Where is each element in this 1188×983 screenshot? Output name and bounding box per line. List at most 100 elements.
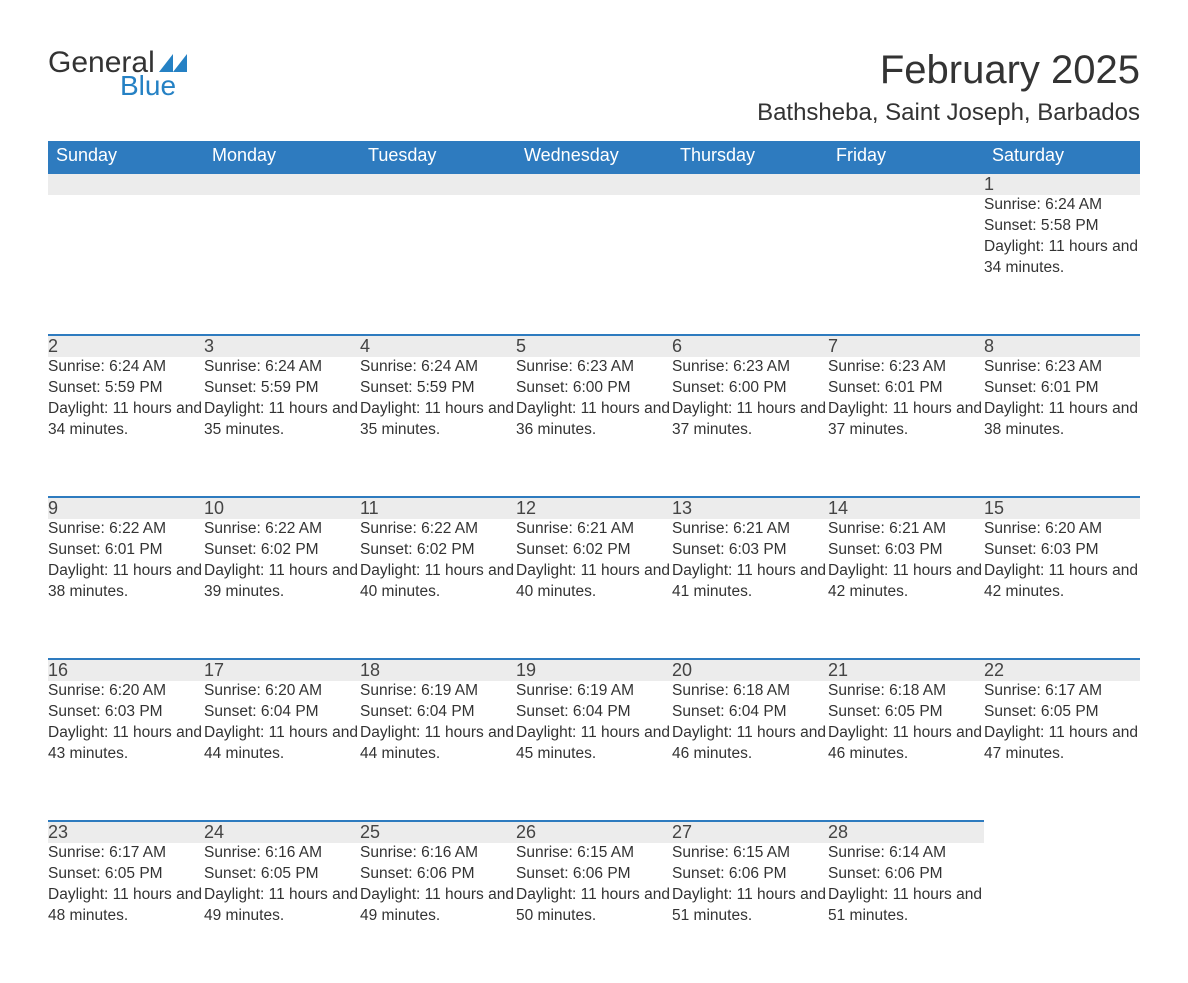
sunrise-line: Sunrise: 6:22 AM (360, 519, 516, 540)
day-number: 3 (204, 335, 360, 357)
sunset-line: Sunset: 6:05 PM (48, 864, 204, 885)
day-number: 15 (984, 497, 1140, 519)
day-number: 1 (984, 173, 1140, 195)
day-number: 27 (672, 821, 828, 843)
sunset-line: Sunset: 6:03 PM (828, 540, 984, 561)
logo: General Blue (48, 48, 187, 100)
daylight-line: Daylight: 11 hours and 42 minutes. (828, 561, 984, 603)
sunrise-line: Sunrise: 6:20 AM (984, 519, 1140, 540)
sunset-line: Sunset: 6:06 PM (672, 864, 828, 885)
weekday-header: Friday (828, 141, 984, 173)
empty-daynum (984, 821, 1140, 843)
sunset-line: Sunset: 5:59 PM (48, 378, 204, 399)
sunrise-line: Sunrise: 6:20 AM (48, 681, 204, 702)
daylight-line: Daylight: 11 hours and 40 minutes. (516, 561, 672, 603)
day-number: 24 (204, 821, 360, 843)
day-body: Sunrise: 6:17 AMSunset: 6:05 PMDaylight:… (984, 681, 1140, 821)
daylight-line: Daylight: 11 hours and 51 minutes. (672, 885, 828, 927)
day-body: Sunrise: 6:21 AMSunset: 6:03 PMDaylight:… (672, 519, 828, 659)
daylight-line: Daylight: 11 hours and 49 minutes. (204, 885, 360, 927)
sunrise-line: Sunrise: 6:23 AM (984, 357, 1140, 378)
day-number: 9 (48, 497, 204, 519)
day-body: Sunrise: 6:23 AMSunset: 6:00 PMDaylight:… (516, 357, 672, 497)
daylight-line: Daylight: 11 hours and 38 minutes. (984, 399, 1140, 441)
day-number: 17 (204, 659, 360, 681)
daylight-line: Daylight: 11 hours and 34 minutes. (48, 399, 204, 441)
day-body: Sunrise: 6:18 AMSunset: 6:05 PMDaylight:… (828, 681, 984, 821)
daylight-line: Daylight: 11 hours and 34 minutes. (984, 237, 1140, 279)
daylight-line: Daylight: 11 hours and 40 minutes. (360, 561, 516, 603)
daylight-line: Daylight: 11 hours and 37 minutes. (672, 399, 828, 441)
sunset-line: Sunset: 6:05 PM (828, 702, 984, 723)
daylight-line: Daylight: 11 hours and 49 minutes. (360, 885, 516, 927)
sunset-line: Sunset: 6:01 PM (828, 378, 984, 399)
sunrise-line: Sunrise: 6:14 AM (828, 843, 984, 864)
calendar-week-bodyrow: Sunrise: 6:24 AMSunset: 5:59 PMDaylight:… (48, 357, 1140, 497)
sunset-line: Sunset: 6:01 PM (48, 540, 204, 561)
sunset-line: Sunset: 6:03 PM (984, 540, 1140, 561)
day-body: Sunrise: 6:22 AMSunset: 6:02 PMDaylight:… (204, 519, 360, 659)
day-number: 21 (828, 659, 984, 681)
day-number: 26 (516, 821, 672, 843)
sunrise-line: Sunrise: 6:21 AM (828, 519, 984, 540)
daylight-line: Daylight: 11 hours and 45 minutes. (516, 723, 672, 765)
empty-daynum (204, 173, 360, 195)
day-number: 23 (48, 821, 204, 843)
sunrise-line: Sunrise: 6:19 AM (360, 681, 516, 702)
day-body: Sunrise: 6:23 AMSunset: 6:01 PMDaylight:… (828, 357, 984, 497)
sunrise-line: Sunrise: 6:24 AM (48, 357, 204, 378)
sunrise-line: Sunrise: 6:23 AM (828, 357, 984, 378)
day-number: 13 (672, 497, 828, 519)
empty-daybody (828, 195, 984, 335)
empty-daynum (48, 173, 204, 195)
day-body: Sunrise: 6:23 AMSunset: 6:00 PMDaylight:… (672, 357, 828, 497)
day-body: Sunrise: 6:24 AMSunset: 5:59 PMDaylight:… (48, 357, 204, 497)
weekday-header: Sunday (48, 141, 204, 173)
daylight-line: Daylight: 11 hours and 44 minutes. (360, 723, 516, 765)
calendar-table: SundayMondayTuesdayWednesdayThursdayFrid… (48, 141, 1140, 983)
day-number: 28 (828, 821, 984, 843)
sunset-line: Sunset: 6:05 PM (984, 702, 1140, 723)
daylight-line: Daylight: 11 hours and 41 minutes. (672, 561, 828, 603)
sunrise-line: Sunrise: 6:20 AM (204, 681, 360, 702)
daylight-line: Daylight: 11 hours and 46 minutes. (672, 723, 828, 765)
sunset-line: Sunset: 5:59 PM (204, 378, 360, 399)
sunrise-line: Sunrise: 6:17 AM (984, 681, 1140, 702)
sunrise-line: Sunrise: 6:18 AM (828, 681, 984, 702)
sunset-line: Sunset: 6:03 PM (48, 702, 204, 723)
empty-daynum (828, 173, 984, 195)
sunrise-line: Sunrise: 6:22 AM (48, 519, 204, 540)
sunset-line: Sunset: 6:01 PM (984, 378, 1140, 399)
calendar-week-bodyrow: Sunrise: 6:22 AMSunset: 6:01 PMDaylight:… (48, 519, 1140, 659)
daylight-line: Daylight: 11 hours and 43 minutes. (48, 723, 204, 765)
sunset-line: Sunset: 6:04 PM (516, 702, 672, 723)
sunset-line: Sunset: 6:02 PM (204, 540, 360, 561)
day-body: Sunrise: 6:21 AMSunset: 6:02 PMDaylight:… (516, 519, 672, 659)
daylight-line: Daylight: 11 hours and 48 minutes. (48, 885, 204, 927)
sunrise-line: Sunrise: 6:23 AM (516, 357, 672, 378)
sunrise-line: Sunrise: 6:21 AM (516, 519, 672, 540)
day-body: Sunrise: 6:19 AMSunset: 6:04 PMDaylight:… (360, 681, 516, 821)
day-body: Sunrise: 6:22 AMSunset: 6:01 PMDaylight:… (48, 519, 204, 659)
title-block: February 2025 Bathsheba, Saint Joseph, B… (757, 48, 1140, 127)
day-number: 7 (828, 335, 984, 357)
day-body: Sunrise: 6:22 AMSunset: 6:02 PMDaylight:… (360, 519, 516, 659)
day-body: Sunrise: 6:14 AMSunset: 6:06 PMDaylight:… (828, 843, 984, 983)
sunrise-line: Sunrise: 6:16 AM (204, 843, 360, 864)
daylight-line: Daylight: 11 hours and 47 minutes. (984, 723, 1140, 765)
day-body: Sunrise: 6:24 AMSunset: 5:59 PMDaylight:… (360, 357, 516, 497)
day-body: Sunrise: 6:24 AMSunset: 5:58 PMDaylight:… (984, 195, 1140, 335)
daylight-line: Daylight: 11 hours and 37 minutes. (828, 399, 984, 441)
sunset-line: Sunset: 6:02 PM (516, 540, 672, 561)
sunset-line: Sunset: 6:04 PM (204, 702, 360, 723)
day-body: Sunrise: 6:20 AMSunset: 6:03 PMDaylight:… (984, 519, 1140, 659)
sunset-line: Sunset: 6:02 PM (360, 540, 516, 561)
weekday-header: Wednesday (516, 141, 672, 173)
header: General Blue February 2025 Bathsheba, Sa… (48, 48, 1140, 127)
day-number: 6 (672, 335, 828, 357)
day-number: 25 (360, 821, 516, 843)
logo-word-blue: Blue (120, 72, 176, 100)
day-body: Sunrise: 6:15 AMSunset: 6:06 PMDaylight:… (516, 843, 672, 983)
sunset-line: Sunset: 6:00 PM (516, 378, 672, 399)
day-number: 12 (516, 497, 672, 519)
